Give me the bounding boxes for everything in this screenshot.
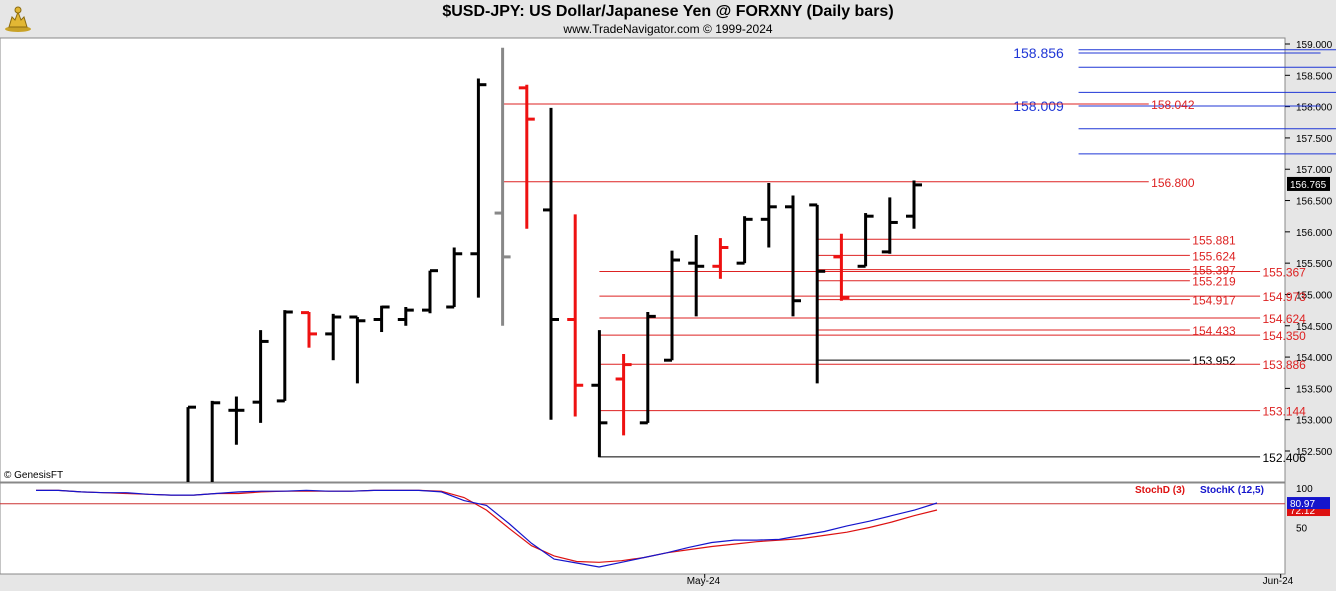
level-label: 153.144 [1262,405,1306,419]
oscillator-plot-area [0,482,1286,575]
price-tick-label: 153.000 [1296,416,1333,427]
last-price-marker [1287,176,1330,191]
oscillator-legend: StochD (3) StochK (12,5) [1135,485,1264,496]
level-label: 155.219 [1192,275,1236,289]
price-tick-label: 157.000 [1296,165,1333,176]
gold-bull-logo-icon [3,3,33,33]
chart-header: $USD-JPY: US Dollar/Japanese Yen @ FORXN… [0,0,1336,38]
price-tick-label: 156.500 [1296,197,1333,208]
level-label: 155.624 [1192,249,1236,263]
copyright-label: © GenesisFT [4,470,63,481]
legend-stochd: StochD (3) [1135,485,1185,496]
price-tick-label: 155.500 [1296,259,1333,270]
level-label: 154.433 [1192,324,1236,338]
stochk-line [36,489,938,568]
level-label: 154.973 [1262,290,1306,304]
price-tick-label: 159.000 [1296,40,1333,51]
level-label: 158.856 [1013,45,1064,61]
price-tick-label: 153.500 [1296,384,1333,395]
date-tick-label: Jun-24 [1263,576,1294,587]
level-label: 156.800 [1151,176,1195,190]
level-label: 158.009 [1013,98,1064,114]
price-axis: 159.000 158.500 158.000 157.500 157.000 156.5… [1285,40,1333,458]
chart-subtitle: www.TradeNavigator.com © 1999-2024 [563,22,773,36]
price-tick-label: 156.000 [1296,228,1333,239]
level-label: 155.367 [1262,265,1306,279]
level-label: 155.397 [1192,264,1236,278]
price-tick-label: 154.500 [1296,322,1333,333]
price-bars [186,47,922,482]
price-tick-label: 157.500 [1296,134,1333,145]
legend-stochk: StochK (12,5) [1200,485,1264,496]
level-label: 153.886 [1262,358,1306,372]
price-tick-label: 152.500 [1296,447,1333,458]
osc-tick-label: 100 [1296,484,1313,495]
osc-tick-label: 50 [1296,524,1308,535]
level-label: 154.917 [1192,294,1236,308]
price-tick-label: 158.500 [1296,71,1333,82]
chart-title: $USD-JPY: US Dollar/Japanese Yen @ FORXN… [442,3,894,20]
level-label: 154.624 [1262,312,1306,326]
level-label: 153.952 [1192,354,1236,368]
last-price-label: 156.765 [1290,180,1327,191]
osc-last-marker [1287,497,1330,510]
price-tick-label: 154.000 [1296,353,1333,364]
osc-last-label: 80.97 [1290,499,1315,510]
level-label: 158.042 [1151,98,1195,112]
osc-last-label: 72.12 [1290,506,1315,517]
level-label: 152.406 [1262,451,1306,465]
level-label: 155.881 [1192,233,1236,247]
price-tick-label: 158.000 [1296,103,1333,114]
date-axis: May-24 Jun-24 [687,574,1294,587]
price-plot-area [0,37,1286,483]
price-tick-label: 155.000 [1296,290,1333,301]
fibonacci-levels: 158.909158.856158.628158.228158.009158.0… [502,45,1336,465]
date-tick-label: May-24 [687,576,721,587]
level-label: 154.350 [1262,329,1306,343]
